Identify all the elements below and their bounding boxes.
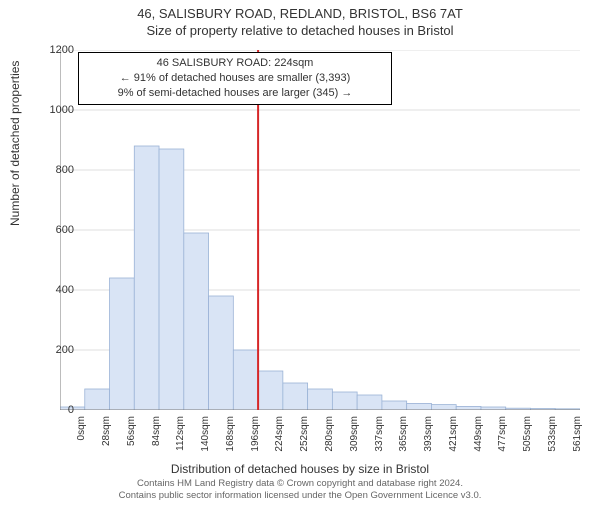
- x-tick-label: 112sqm: [175, 416, 186, 451]
- x-axis-label: Distribution of detached houses by size …: [0, 462, 600, 476]
- x-tick-label: 421sqm: [448, 416, 459, 452]
- x-tick-label: 28sqm: [101, 416, 112, 446]
- x-tick-label: 56sqm: [126, 416, 137, 446]
- x-tick-label: 365sqm: [398, 416, 409, 452]
- title-main: 46, SALISBURY ROAD, REDLAND, BRISTOL, BS…: [0, 6, 600, 21]
- x-tick-label: 505sqm: [522, 416, 533, 452]
- x-tick-label: 140sqm: [200, 416, 211, 452]
- footnote: Contains HM Land Registry data © Crown c…: [0, 478, 600, 502]
- x-tick-label: 224sqm: [274, 416, 285, 452]
- y-tick-label: 1200: [34, 44, 74, 56]
- x-tick-label: 309sqm: [349, 416, 360, 452]
- x-tick-label: 477sqm: [497, 416, 508, 452]
- x-tick-label: 393sqm: [423, 416, 434, 452]
- x-tick-label: 0sqm: [76, 416, 87, 440]
- y-axis-label: Number of detached properties: [8, 61, 22, 226]
- x-tick-label: 196sqm: [250, 416, 261, 452]
- footnote-line2: Contains public sector information licen…: [0, 490, 600, 502]
- y-tick-label: 1000: [34, 104, 74, 116]
- footnote-line1: Contains HM Land Registry data © Crown c…: [0, 478, 600, 490]
- callout-line2: ← 91% of detached houses are smaller (3,…: [85, 71, 385, 86]
- callout-line3: 9% of semi-detached houses are larger (3…: [85, 86, 385, 101]
- title-sub: Size of property relative to detached ho…: [0, 23, 600, 38]
- x-tick-label: 337sqm: [374, 416, 385, 452]
- y-tick-label: 600: [34, 224, 74, 236]
- x-tick-label: 449sqm: [473, 416, 484, 452]
- chart-area: 46 SALISBURY ROAD: 224sqm ← 91% of detac…: [60, 50, 580, 410]
- callout-line1: 46 SALISBURY ROAD: 224sqm: [85, 56, 385, 71]
- y-tick-label: 200: [34, 344, 74, 356]
- y-tick-label: 400: [34, 284, 74, 296]
- x-tick-label: 252sqm: [299, 416, 310, 452]
- x-tick-label: 84sqm: [151, 416, 162, 446]
- y-tick-label: 0: [34, 404, 74, 416]
- y-tick-label: 800: [34, 164, 74, 176]
- x-tick-label: 280sqm: [324, 416, 335, 452]
- callout-box: 46 SALISBURY ROAD: 224sqm ← 91% of detac…: [78, 52, 392, 105]
- x-tick-label: 561sqm: [572, 416, 583, 452]
- x-tick-label: 168sqm: [225, 416, 236, 452]
- x-tick-label: 533sqm: [547, 416, 558, 452]
